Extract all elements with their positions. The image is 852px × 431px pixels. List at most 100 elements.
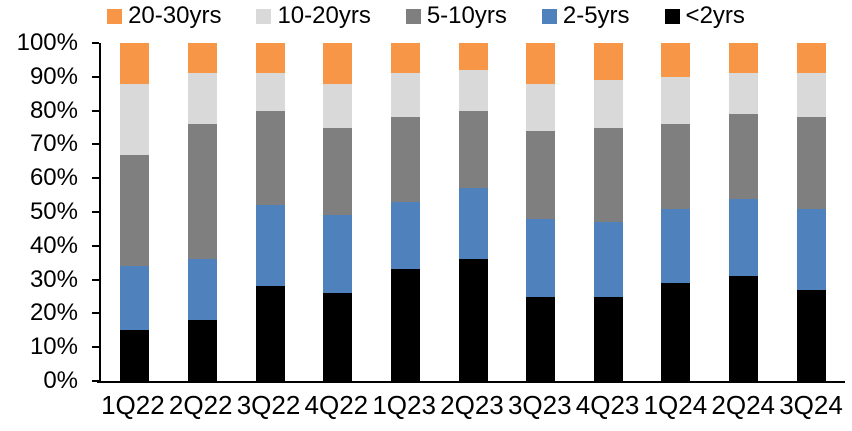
bar-segment-10-20yrs: [729, 73, 759, 114]
bar-segment-10-20yrs: [796, 73, 826, 118]
bar-column-2q22: [169, 43, 237, 381]
x-axis: 1Q22 2Q22 3Q22 4Q22 1Q23 2Q23 3Q23 4Q23 1Q24 2Q24…: [99, 391, 845, 420]
legend-label: 2-5yrs: [562, 2, 630, 29]
x-axis-line: [97, 381, 845, 383]
bar-segment-10-20yrs: [255, 73, 285, 111]
stacked-bar: [390, 43, 420, 381]
legend-item-10-20yrs: 10-20yrs: [256, 4, 371, 28]
bar-segment-5-10yrs: [526, 130, 556, 219]
plot-area: [92, 42, 845, 383]
bar-segment-5-10yrs: [390, 117, 420, 202]
stacked-bar: [661, 43, 691, 381]
stacked-bar: [458, 43, 488, 381]
x-axis-label: 4Q23: [575, 390, 640, 420]
bar-segment-20-30yrs: [796, 43, 826, 74]
bar-column-2q23: [439, 43, 507, 381]
bar-segment-2yrs: [187, 320, 217, 381]
stacked-bar: [729, 43, 759, 381]
bar-segment-5-10yrs: [796, 117, 826, 209]
y-axis-label: 80%: [29, 96, 78, 124]
legend-label: 5-10yrs: [426, 2, 507, 29]
bar-column-3q23: [507, 43, 575, 381]
bar-segment-2-5yrs: [390, 201, 420, 270]
bar-segment-2-5yrs: [729, 198, 759, 277]
bar-segment-2yrs: [458, 259, 488, 381]
stacked-bar: [187, 43, 217, 381]
bar-segment-2yrs: [120, 330, 150, 381]
legend-swatch-icon: [664, 8, 680, 24]
x-axis-label: 1Q23: [372, 390, 436, 420]
legend-item-2-5yrs: 2-5yrs: [541, 2, 630, 29]
legend-label: 20-30yrs: [128, 2, 222, 29]
y-axis-label: 20%: [29, 299, 78, 327]
bar-segment-2yrs: [390, 269, 420, 381]
y-axis-tick: [92, 75, 99, 78]
stacked-bar: [796, 43, 826, 381]
bar-segment-2yrs: [729, 276, 759, 381]
bar-segment-2yrs: [593, 296, 623, 381]
y-axis-tick: [92, 278, 99, 281]
bar-segment-2-5yrs: [187, 259, 217, 321]
y-axis-label: 60%: [29, 164, 78, 192]
bar-column-4q23: [574, 43, 642, 381]
bar-segment-2yrs: [255, 286, 285, 381]
y-axis-label: 30%: [29, 265, 78, 293]
bar-segment-10-20yrs: [458, 70, 488, 111]
bar-segment-5-10yrs: [255, 110, 285, 206]
y-axis-label: 40%: [29, 231, 78, 259]
x-axis-label: 2Q24: [711, 390, 776, 420]
bar-segment-2yrs: [661, 282, 691, 381]
x-axis-label: 1Q22: [101, 390, 165, 420]
chart-legend: 20-30yrs 10-20yrs 5-10yrs 2-5yrs <2yrs: [0, 2, 852, 29]
legend-label: <2yrs: [685, 2, 745, 29]
bar-segment-2-5yrs: [255, 205, 285, 287]
x-axis-label: 2Q22: [168, 390, 233, 420]
bar-segment-10-20yrs: [187, 73, 217, 125]
bar-segment-2-5yrs: [120, 266, 150, 331]
legend-item-20-30yrs: 20-30yrs: [107, 4, 221, 28]
bar-segment-20-30yrs: [729, 43, 759, 74]
bar-column-2q24: [710, 43, 778, 381]
bar-segment-20-30yrs: [255, 43, 285, 74]
stacked-bar: [120, 43, 150, 381]
bar-segment-5-10yrs: [187, 124, 217, 260]
bar-segment-2-5yrs: [526, 218, 556, 297]
bar-segment-20-30yrs: [323, 43, 353, 84]
bar-segment-5-10yrs: [729, 114, 759, 199]
bar-segment-10-20yrs: [593, 80, 623, 128]
bar-column-1q24: [642, 43, 710, 381]
y-axis-label: 70%: [29, 130, 78, 158]
y-axis-label: 50%: [29, 198, 78, 225]
bar-column-1q23: [372, 43, 440, 381]
bar-segment-20-30yrs: [661, 43, 691, 77]
bar-column-3q22: [236, 43, 304, 381]
bar-column-4q22: [304, 43, 372, 381]
y-axis-label: 0%: [43, 367, 78, 394]
legend-swatch-icon: [256, 8, 272, 24]
bar-segment-20-30yrs: [593, 43, 623, 81]
bar-segment-10-20yrs: [661, 76, 691, 125]
bar-segment-20-30yrs: [390, 43, 420, 74]
stacked-bar: [255, 43, 285, 381]
y-axis-line: [99, 43, 101, 383]
y-axis-tick: [92, 177, 99, 180]
x-axis-label: 1Q24: [643, 390, 708, 420]
y-axis-label: 90%: [29, 62, 78, 90]
bar-segment-2-5yrs: [796, 208, 826, 290]
bar-segment-2yrs: [796, 289, 826, 381]
bar-segment-2-5yrs: [458, 188, 488, 260]
bar-segment-2-5yrs: [593, 222, 623, 297]
bar-segment-20-30yrs: [458, 43, 488, 71]
y-axis-tick: [92, 312, 99, 315]
bar-segment-20-30yrs: [120, 43, 150, 84]
y-axis-tick: [92, 42, 99, 44]
bar-column-3q24: [777, 43, 845, 381]
y-axis-label: 10%: [29, 333, 78, 361]
bars-area: [101, 43, 845, 381]
bar-segment-2-5yrs: [661, 208, 691, 283]
bar-segment-5-10yrs: [661, 124, 691, 209]
y-axis: 100% 90% 80% 70% 60% 50% 40% 30% 20% 10% 0%: [0, 31, 88, 393]
bar-segment-20-30yrs: [187, 43, 217, 74]
bar-segment-5-10yrs: [593, 127, 623, 223]
y-axis-tick: [92, 380, 99, 382]
